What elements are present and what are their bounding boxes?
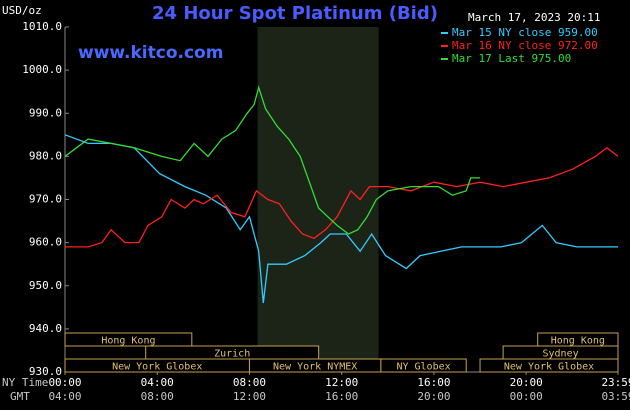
session-box xyxy=(479,358,619,373)
x-tick-label-gmt: 20:00 xyxy=(417,390,450,403)
timestamp: March 17, 2023 20:11 xyxy=(468,11,600,24)
series-line xyxy=(64,85,480,235)
x-tick-label-gmt: 08:00 xyxy=(141,390,174,403)
session-label: New York NYMEX xyxy=(273,362,357,373)
session-label: Hong Kong xyxy=(551,336,605,347)
watermark: www.kitco.com xyxy=(78,43,223,63)
x-tick-label: 04:00 xyxy=(141,376,174,389)
y-tick-label: 1000.0 xyxy=(22,63,62,76)
x-tick-label: 20:00 xyxy=(510,376,543,389)
y-tick-label: 940.0 xyxy=(29,322,62,335)
session-label: New York Globex xyxy=(112,362,202,373)
highlight-band xyxy=(257,27,379,372)
legend-label: Mar 17 Last 975.00 xyxy=(452,52,571,65)
series-line xyxy=(64,134,618,304)
unit-label: USD/oz xyxy=(2,4,42,17)
session-label: Zurich xyxy=(214,349,250,360)
x-tick-label-gmt: 03:59 xyxy=(601,390,630,403)
x-tick-label: 12:00 xyxy=(325,376,358,389)
session-label: Sydney xyxy=(542,349,578,360)
y-tick-label: 960.0 xyxy=(29,236,62,249)
session-box xyxy=(380,358,467,373)
x-axis-label: GMT xyxy=(10,390,30,403)
y-tick-label: 1010.0 xyxy=(22,20,62,33)
x-tick-label: 08:00 xyxy=(233,376,266,389)
x-tick-label: 23:59 xyxy=(601,376,630,389)
y-tick-label: 970.0 xyxy=(29,193,62,206)
series-line xyxy=(65,146,619,248)
y-tick-label: 930.0 xyxy=(29,365,62,378)
x-tick-label-gmt: 04:00 xyxy=(48,390,81,403)
session-label: New York Globex xyxy=(504,362,594,373)
session-box xyxy=(64,332,193,347)
chart-title: 24 Hour Spot Platinum (Bid) xyxy=(152,3,438,24)
x-tick-label: 16:00 xyxy=(417,376,450,389)
legend-label: Mar 15 NY close 959.00 xyxy=(452,26,598,39)
x-tick-label-gmt: 12:00 xyxy=(233,390,266,403)
x-tick-label: 00:00 xyxy=(48,376,81,389)
x-tick-label-gmt: 16:00 xyxy=(325,390,358,403)
session-label: NY Globex xyxy=(396,362,450,373)
session-label: Hong Kong xyxy=(101,336,155,347)
legend-label: Mar 16 NY close 972.00 xyxy=(452,39,598,52)
y-tick-label: 990.0 xyxy=(29,106,62,119)
x-tick-label-gmt: 00:00 xyxy=(510,390,543,403)
y-tick-label: 950.0 xyxy=(29,279,62,292)
x-axis-label: NY Time xyxy=(2,376,48,389)
y-tick-label: 980.0 xyxy=(29,149,62,162)
